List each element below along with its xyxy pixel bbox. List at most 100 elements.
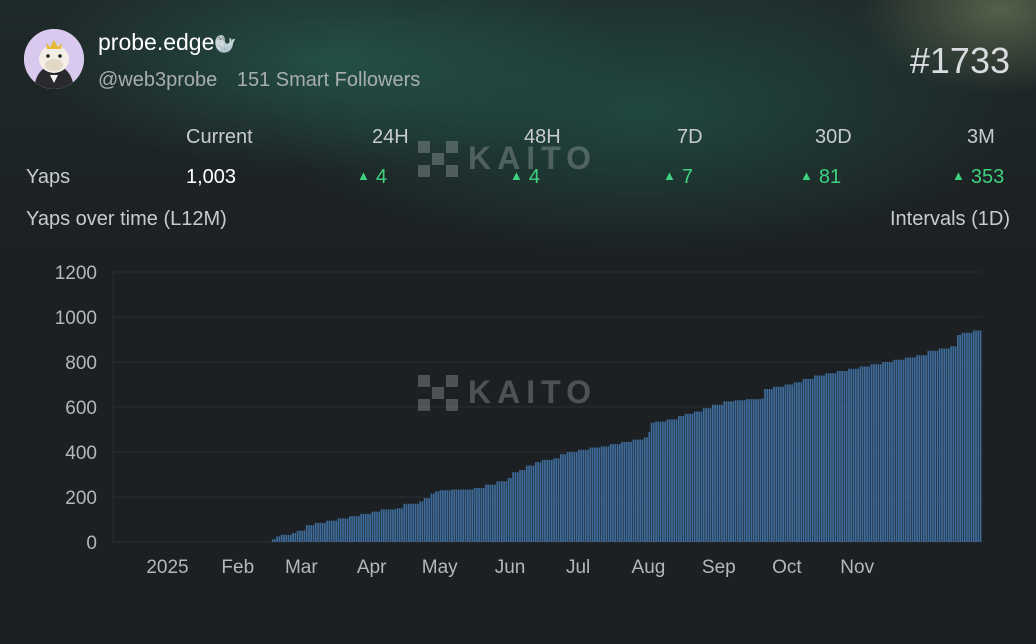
bar[interactable] — [360, 513, 362, 543]
bar[interactable] — [367, 513, 369, 543]
bar[interactable] — [541, 459, 544, 543]
bar[interactable] — [968, 332, 971, 542]
bar[interactable] — [498, 481, 501, 542]
bar[interactable] — [893, 359, 896, 542]
bar[interactable] — [888, 362, 891, 542]
bar[interactable] — [339, 518, 342, 543]
bar[interactable] — [432, 493, 435, 543]
bar[interactable] — [950, 346, 952, 542]
bar[interactable] — [870, 364, 873, 542]
bar[interactable] — [770, 389, 773, 542]
bar[interactable] — [646, 437, 648, 543]
bar[interactable] — [396, 508, 399, 542]
bar[interactable] — [276, 536, 279, 543]
bar[interactable] — [514, 472, 517, 542]
bar[interactable] — [344, 518, 347, 543]
bar[interactable] — [510, 477, 512, 543]
bar[interactable] — [612, 444, 614, 543]
bar[interactable] — [687, 413, 689, 542]
bar[interactable] — [805, 378, 807, 543]
bar[interactable] — [777, 386, 780, 542]
bar[interactable] — [789, 384, 791, 543]
bar[interactable] — [457, 489, 460, 542]
bar[interactable] — [761, 398, 764, 542]
bar[interactable] — [902, 359, 905, 542]
bar[interactable] — [289, 534, 292, 542]
bar[interactable] — [634, 439, 637, 543]
bar[interactable] — [773, 386, 775, 542]
bar[interactable] — [559, 454, 562, 542]
bar[interactable] — [775, 386, 778, 542]
bar[interactable] — [528, 465, 530, 543]
bar[interactable] — [852, 368, 855, 542]
bar[interactable] — [414, 503, 417, 542]
bar[interactable] — [407, 503, 410, 542]
bar[interactable] — [569, 452, 571, 542]
bar[interactable] — [310, 525, 313, 543]
bar[interactable] — [668, 419, 671, 543]
bar[interactable] — [807, 378, 809, 543]
bar[interactable] — [938, 348, 941, 543]
bar[interactable] — [582, 449, 585, 542]
bar[interactable] — [734, 400, 737, 542]
bar[interactable] — [782, 386, 784, 542]
bar[interactable] — [598, 447, 601, 543]
bar[interactable] — [814, 375, 816, 543]
bar[interactable] — [898, 359, 900, 542]
bar[interactable] — [330, 520, 333, 543]
bar[interactable] — [798, 382, 800, 542]
bar[interactable] — [705, 408, 707, 543]
bar[interactable] — [455, 489, 458, 542]
bar[interactable] — [594, 447, 596, 543]
bar[interactable] — [287, 534, 290, 542]
bar[interactable] — [759, 399, 762, 543]
bar[interactable] — [600, 446, 603, 543]
bar[interactable] — [655, 421, 657, 543]
bar[interactable] — [471, 489, 474, 542]
intervals-selector[interactable]: Intervals (1D) — [889, 208, 1010, 230]
bar[interactable] — [500, 481, 503, 542]
bar[interactable] — [299, 530, 301, 542]
bar[interactable] — [827, 373, 830, 542]
bar[interactable] — [555, 458, 558, 542]
bar[interactable] — [546, 459, 549, 543]
bar[interactable] — [389, 509, 392, 543]
bar[interactable] — [521, 470, 524, 542]
bar[interactable] — [314, 522, 317, 543]
bar[interactable] — [970, 332, 973, 542]
bar[interactable] — [673, 419, 676, 543]
bar[interactable] — [934, 350, 937, 542]
bar[interactable] — [755, 399, 757, 543]
bar[interactable] — [936, 350, 939, 542]
bar[interactable] — [507, 477, 510, 543]
bar[interactable] — [809, 378, 812, 543]
bar[interactable] — [952, 346, 955, 542]
bar[interactable] — [378, 511, 381, 543]
profile-handle[interactable]: @web3probe — [98, 69, 218, 91]
bar[interactable] — [503, 481, 505, 542]
bar[interactable] — [684, 413, 687, 542]
bar[interactable] — [294, 533, 297, 542]
bar[interactable] — [714, 404, 716, 542]
bar[interactable] — [811, 378, 814, 543]
bar[interactable] — [530, 465, 533, 543]
bar[interactable] — [271, 539, 274, 542]
bar[interactable] — [405, 503, 408, 542]
bar[interactable] — [621, 441, 623, 543]
bar[interactable] — [428, 498, 431, 543]
bar[interactable] — [301, 530, 303, 542]
bar[interactable] — [689, 413, 691, 542]
bar[interactable] — [884, 362, 887, 542]
avatar[interactable] — [24, 29, 84, 89]
bar[interactable] — [802, 378, 805, 543]
bar[interactable] — [662, 421, 664, 543]
bar[interactable] — [904, 357, 907, 543]
bar[interactable] — [857, 368, 859, 542]
bar[interactable] — [478, 488, 480, 542]
bar[interactable] — [285, 534, 288, 542]
bar[interactable] — [866, 366, 868, 543]
bar[interactable] — [882, 362, 884, 542]
bar[interactable] — [825, 373, 828, 542]
bar[interactable] — [800, 382, 803, 542]
bar[interactable] — [909, 357, 912, 543]
